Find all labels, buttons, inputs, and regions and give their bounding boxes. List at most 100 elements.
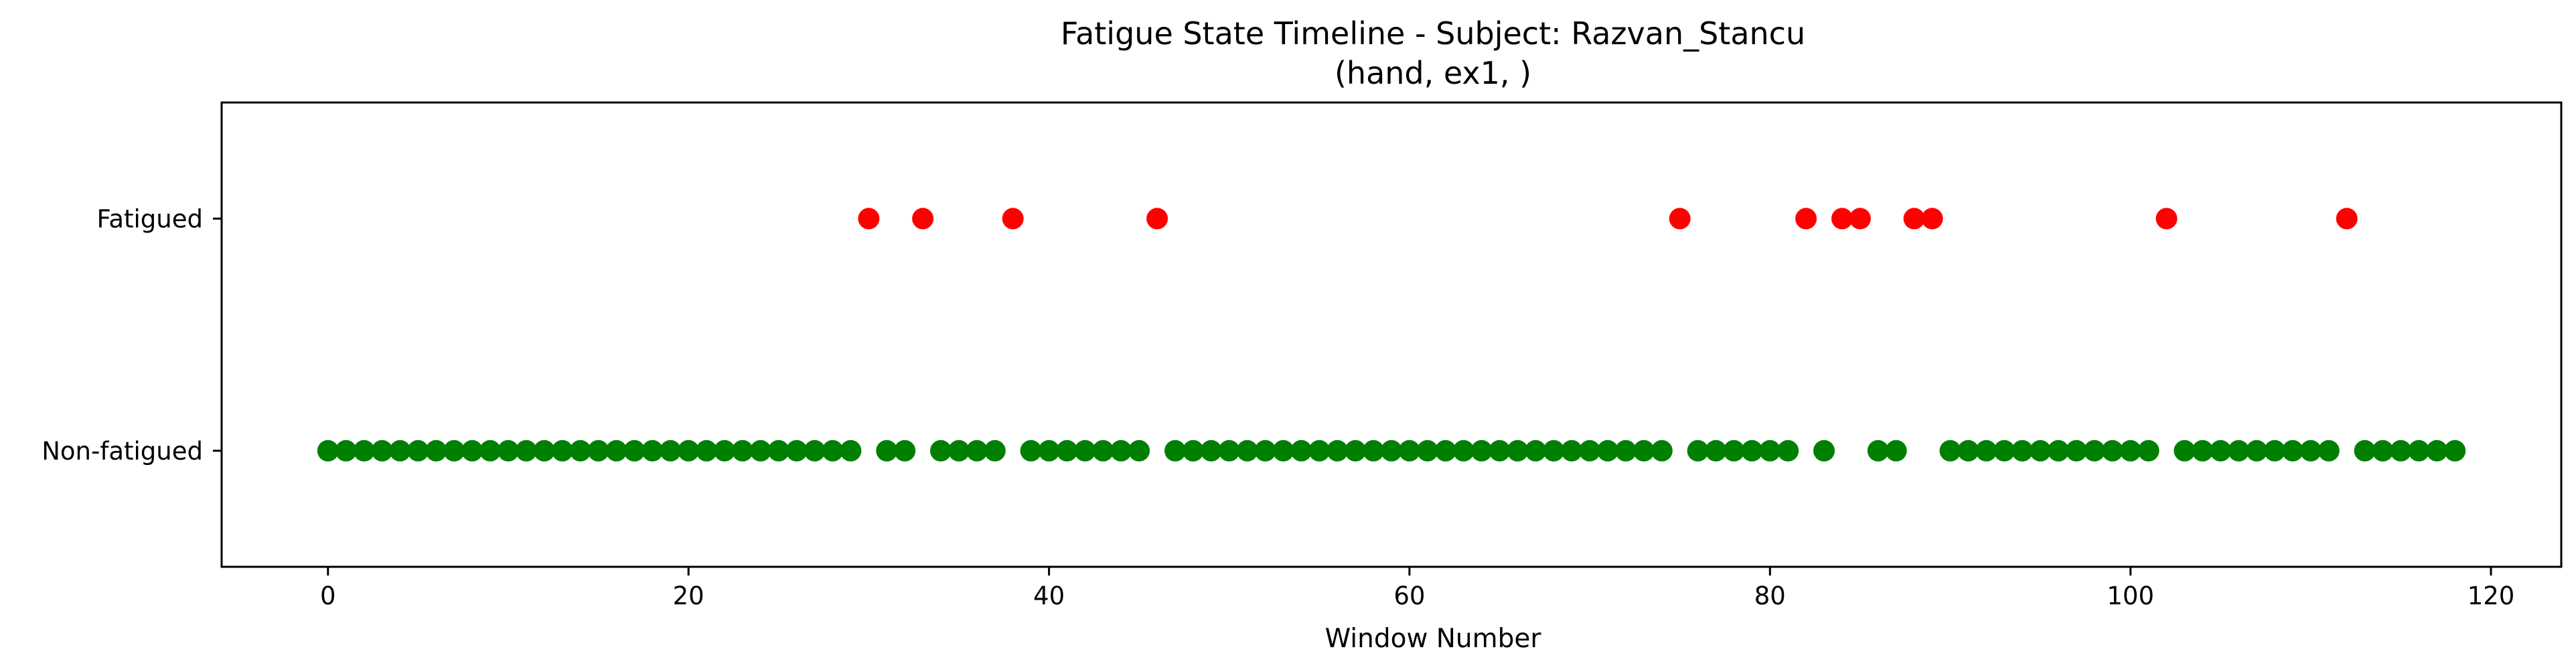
non-fatigued-point-69 <box>1561 440 1583 462</box>
non-fatigued-point-37 <box>984 440 1006 462</box>
non-fatigued-point-71 <box>1597 440 1618 462</box>
non-fatigued-point-111 <box>2318 440 2340 462</box>
non-fatigued-point-95 <box>2030 440 2052 462</box>
non-fatigued-point-0 <box>317 440 339 462</box>
non-fatigued-point-3 <box>371 440 393 462</box>
non-fatigued-point-79 <box>1741 440 1763 462</box>
non-fatigued-point-115 <box>2390 440 2412 462</box>
non-fatigued-point-45 <box>1128 440 1150 462</box>
non-fatigued-point-70 <box>1579 440 1601 462</box>
chart-subtitle: (hand, ex1, ) <box>1335 55 1531 91</box>
y-tick-label-non-fatigued: Non-fatigued <box>42 437 203 466</box>
y-tick-label-fatigued: Fatigued <box>96 204 203 233</box>
x-tick-label-120: 120 <box>2468 582 2515 610</box>
non-fatigued-point-4 <box>389 440 411 462</box>
non-fatigued-point-25 <box>767 440 789 462</box>
non-fatigued-point-53 <box>1272 440 1294 462</box>
fatigued-point-85 <box>1849 208 1871 230</box>
non-fatigued-point-19 <box>660 440 682 462</box>
non-fatigued-point-21 <box>696 440 718 462</box>
non-fatigued-point-73 <box>1633 440 1655 462</box>
non-fatigued-point-110 <box>2299 440 2322 462</box>
non-fatigued-point-105 <box>2210 440 2232 462</box>
non-fatigued-point-11 <box>515 440 537 462</box>
non-fatigued-point-78 <box>1723 440 1745 462</box>
fatigued-point-84 <box>1831 208 1853 230</box>
non-fatigued-point-67 <box>1525 440 1547 462</box>
non-fatigued-point-29 <box>840 440 862 462</box>
fatigued-point-38 <box>1002 208 1024 230</box>
non-fatigued-point-49 <box>1200 440 1222 462</box>
non-fatigued-point-28 <box>822 440 844 462</box>
non-fatigued-point-66 <box>1507 440 1529 462</box>
non-fatigued-point-24 <box>749 440 771 462</box>
fatigued-point-33 <box>912 208 934 230</box>
non-fatigued-point-97 <box>2065 440 2087 462</box>
non-fatigued-point-20 <box>678 440 700 462</box>
non-fatigued-point-86 <box>1867 440 1889 462</box>
non-fatigued-point-44 <box>1110 440 1132 462</box>
non-fatigued-point-6 <box>425 440 447 462</box>
non-fatigued-point-68 <box>1543 440 1565 462</box>
non-fatigued-point-12 <box>533 440 555 462</box>
non-fatigued-point-60 <box>1398 440 1420 462</box>
x-tick-label-40: 40 <box>1033 582 1065 610</box>
non-fatigued-point-32 <box>894 440 916 462</box>
non-fatigued-point-101 <box>2137 440 2160 462</box>
non-fatigued-point-108 <box>2264 440 2285 462</box>
data-points <box>317 208 2466 462</box>
non-fatigued-point-35 <box>948 440 970 462</box>
non-fatigued-point-23 <box>731 440 753 462</box>
non-fatigued-point-26 <box>785 440 808 462</box>
non-fatigued-point-55 <box>1308 440 1331 462</box>
x-tick-label-0: 0 <box>320 582 336 610</box>
fatigued-point-88 <box>1903 208 1925 230</box>
non-fatigued-point-92 <box>1975 440 1997 462</box>
non-fatigued-point-62 <box>1434 440 1456 462</box>
non-fatigued-point-5 <box>407 440 429 462</box>
chart-title: Fatigue State Timeline - Subject: Razvan… <box>1061 15 1805 52</box>
fatigued-point-82 <box>1795 208 1817 230</box>
non-fatigued-point-59 <box>1381 440 1402 462</box>
non-fatigued-point-113 <box>2354 440 2376 462</box>
non-fatigued-point-94 <box>2012 440 2034 462</box>
non-fatigued-point-109 <box>2281 440 2303 462</box>
non-fatigued-point-80 <box>1759 440 1781 462</box>
x-tick-label-20: 20 <box>673 582 704 610</box>
non-fatigued-point-74 <box>1651 440 1673 462</box>
non-fatigued-point-100 <box>2119 440 2141 462</box>
fatigued-point-89 <box>1921 208 1943 230</box>
non-fatigued-point-99 <box>2101 440 2123 462</box>
non-fatigued-point-96 <box>2048 440 2069 462</box>
non-fatigued-point-87 <box>1885 440 1907 462</box>
non-fatigued-point-54 <box>1290 440 1312 462</box>
non-fatigued-point-17 <box>623 440 646 462</box>
non-fatigued-point-36 <box>966 440 988 462</box>
non-fatigued-point-34 <box>930 440 952 462</box>
non-fatigued-point-52 <box>1254 440 1276 462</box>
non-fatigued-point-47 <box>1164 440 1186 462</box>
non-fatigued-point-7 <box>443 440 465 462</box>
x-tick-label-80: 80 <box>1754 582 1786 610</box>
non-fatigued-point-2 <box>353 440 375 462</box>
non-fatigued-point-1 <box>335 440 357 462</box>
non-fatigued-point-39 <box>1020 440 1042 462</box>
non-fatigued-point-51 <box>1236 440 1258 462</box>
x-tick-label-60: 60 <box>1393 582 1425 610</box>
non-fatigued-point-27 <box>804 440 826 462</box>
non-fatigued-point-48 <box>1182 440 1204 462</box>
non-fatigued-point-13 <box>551 440 573 462</box>
x-axis-label: Window Number <box>1325 624 1542 654</box>
non-fatigued-point-57 <box>1345 440 1367 462</box>
non-fatigued-point-106 <box>2228 440 2250 462</box>
non-fatigued-point-41 <box>1056 440 1078 462</box>
non-fatigued-point-8 <box>461 440 483 462</box>
non-fatigued-point-16 <box>605 440 627 462</box>
non-fatigued-point-114 <box>2372 440 2394 462</box>
y-axis-ticks: Non-fatigued Fatigued <box>42 204 222 466</box>
non-fatigued-point-91 <box>1957 440 1979 462</box>
non-fatigued-point-50 <box>1218 440 1240 462</box>
non-fatigued-point-14 <box>569 440 591 462</box>
